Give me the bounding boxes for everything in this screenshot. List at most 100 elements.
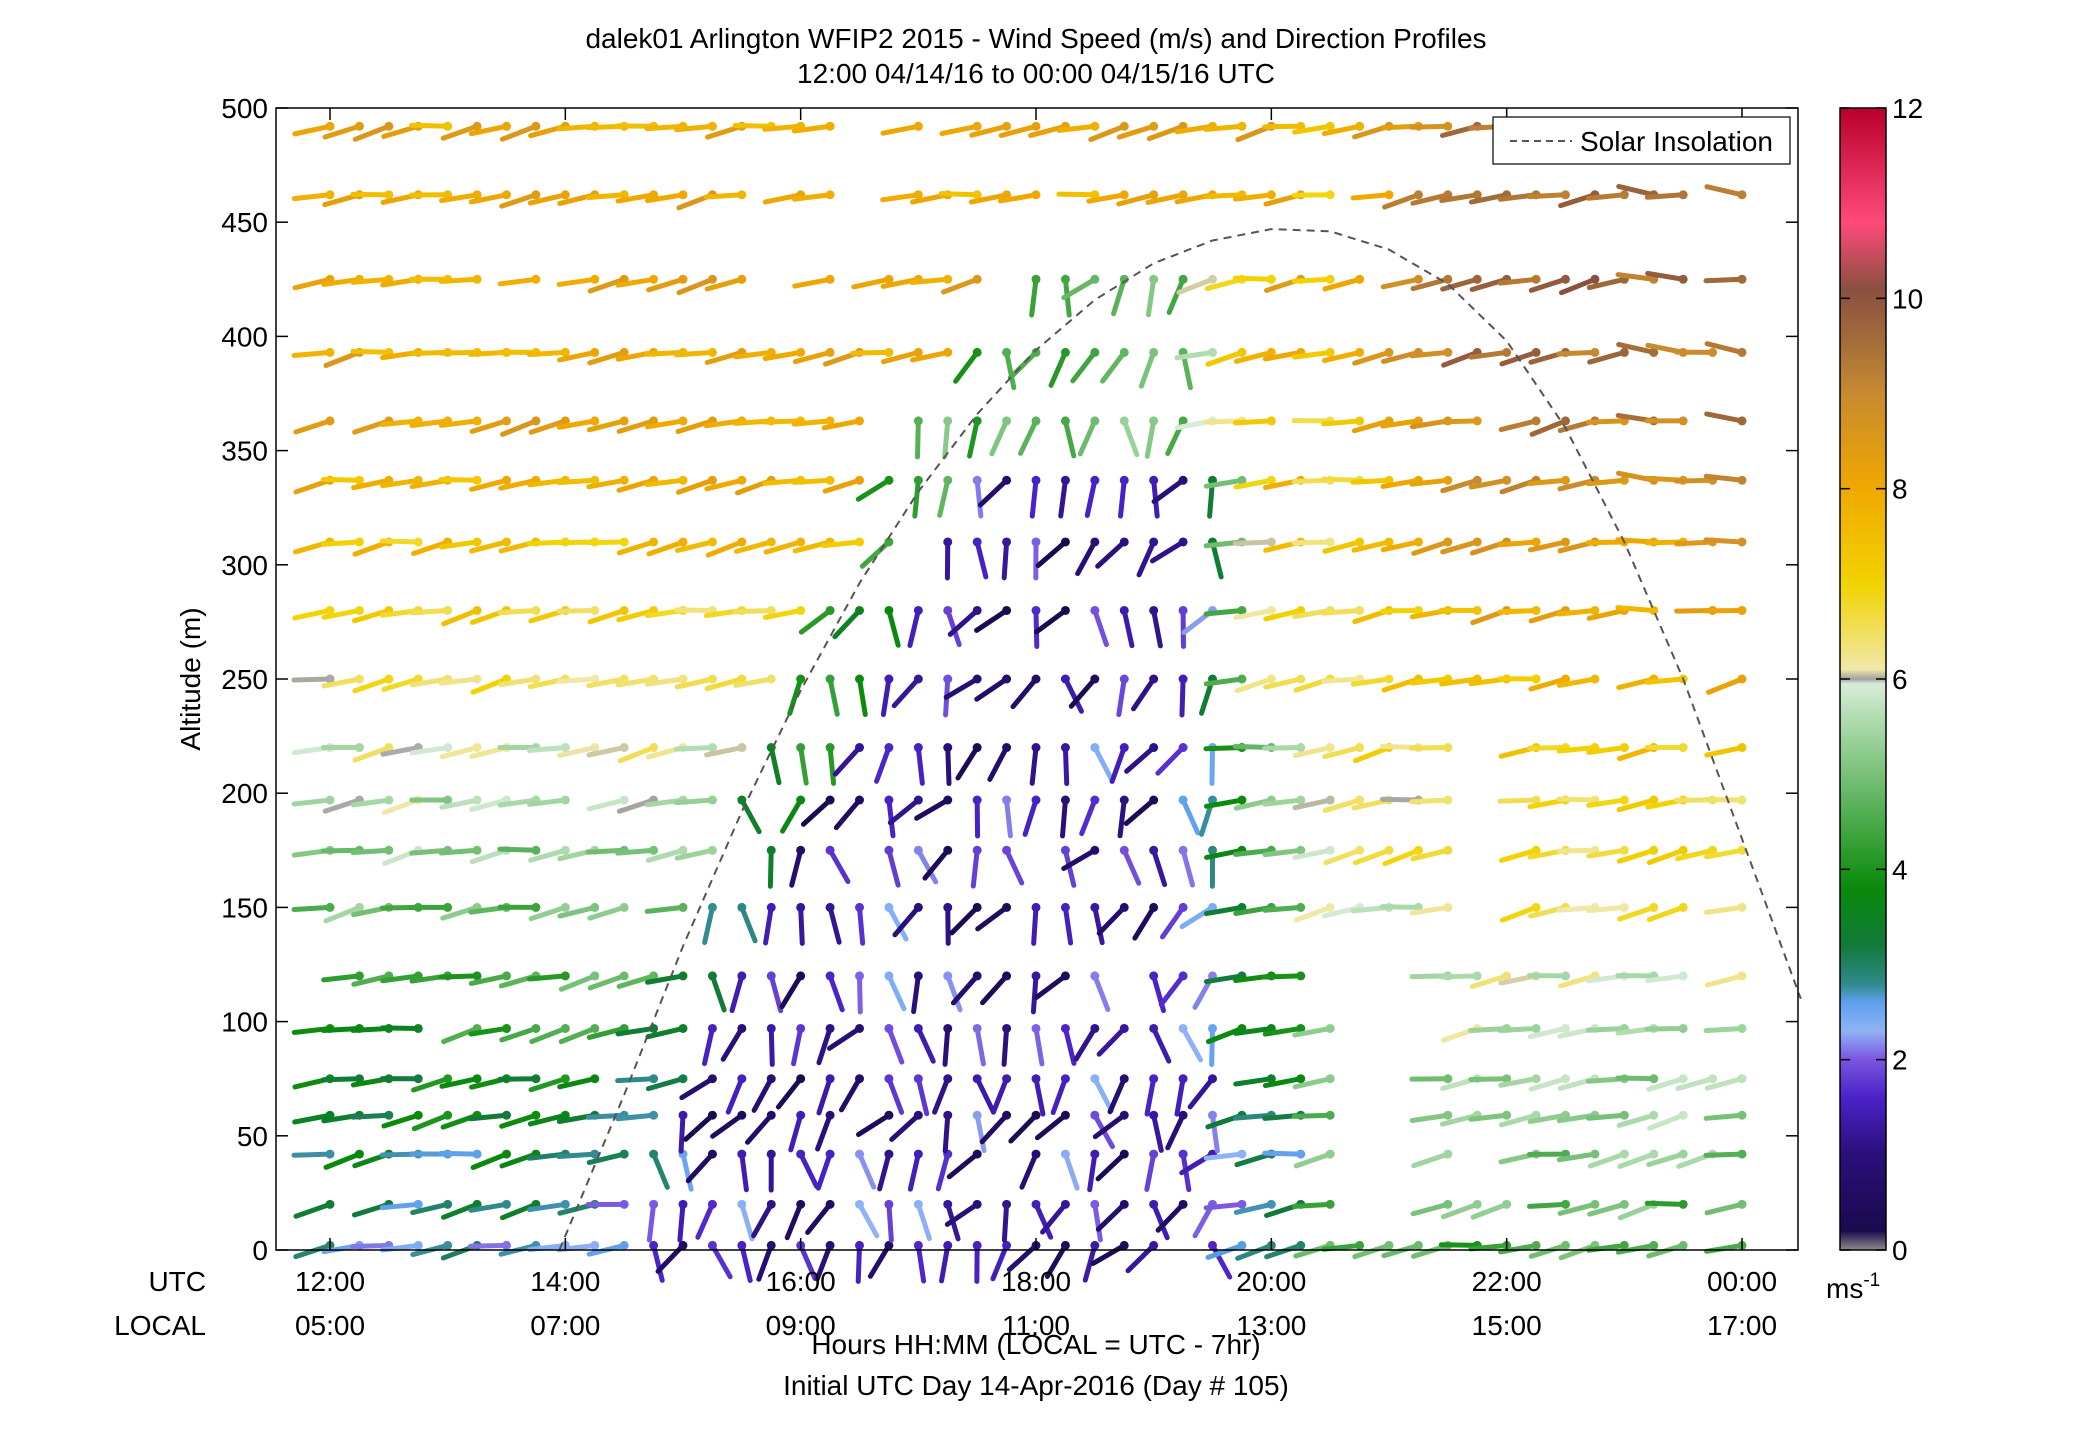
wind-barb-dot [884,476,893,485]
wind-barb-stick [889,976,904,1009]
wind-barb-stick [1206,1204,1242,1208]
wind-barb-dot [1237,122,1246,131]
x-tick-label-local: 05:00 [295,1310,365,1341]
wind-barb-dot [855,1200,864,1209]
wind-barb-dot [973,796,982,805]
wind-barb-dot [943,743,952,752]
wind-barb-stick [1530,480,1566,483]
wind-barb-dot [620,606,629,615]
wind-barb-dot [561,1024,570,1033]
wind-barb-dot [590,1024,599,1033]
wind-barb-dot [355,1150,364,1159]
wind-barb-dot [1296,743,1305,752]
wind-barb-dot [1208,1074,1217,1083]
wind-barb-dot [914,1241,923,1250]
wind-barb-dot [620,743,629,752]
wind-barb-stick [1098,1154,1124,1179]
wind-barb-dot [1443,796,1452,805]
wind-barb-dot [1738,1150,1747,1159]
y-tick-label: 50 [237,1121,268,1152]
wind-barb-stick [1158,748,1183,774]
wind-barb-dot [1090,1150,1099,1159]
wind-barb-dot [473,1150,482,1159]
wind-barb-dot [796,606,805,615]
wind-barb-dot [355,743,364,752]
wind-barb-dot [1090,796,1099,805]
wind-barb-dot [737,476,746,485]
wind-barb-stick [835,610,860,636]
wind-barb-stick [1441,976,1477,977]
wind-barb-stick [1065,421,1073,456]
wind-barb-stick [1135,907,1154,938]
wind-barb-dot [1149,743,1158,752]
wind-barb-dot [1355,846,1364,855]
wind-barb-stick [877,748,889,782]
wind-barb-stick [794,480,830,482]
wind-barb-stick [1080,421,1095,454]
wind-barb-stick [353,850,389,852]
wind-barb-stick [990,748,1007,780]
wind-barb-stick [1324,610,1360,613]
wind-barb-dot [1032,675,1041,684]
wind-barb-stick [993,1079,1006,1113]
wind-barb-stick [294,679,330,680]
wind-barb-dot [943,675,952,684]
wind-barb-dot [679,1074,688,1083]
wind-barb-dot [1237,1241,1246,1250]
wind-barb-dot [1090,537,1099,546]
wind-barb-stick [1707,748,1742,756]
wind-barb-stick [742,1204,752,1239]
wind-barb-stick [801,610,830,632]
wind-barb-stick [676,610,712,611]
wind-barb-stick [1098,542,1125,566]
wind-barb-dot [473,846,482,855]
wind-barb-stick [1382,610,1418,611]
wind-barb-dot [1738,537,1747,546]
wind-barb-dot [1620,1150,1629,1159]
wind-barb-stick [1265,976,1301,977]
wind-barb-dot [1061,1024,1070,1033]
wind-barb-dot [1208,348,1217,357]
y-tick-label: 300 [221,550,268,581]
wind-barb-dot [1738,903,1747,912]
wind-barb-dot [796,846,805,855]
wind-barb-stick [742,907,755,940]
wind-barb-dot [1738,476,1747,485]
wind-barb-dot [1032,903,1041,912]
wind-barb-stick [1353,480,1389,482]
wind-barb-dot [1443,1200,1452,1209]
wind-barb-dot [826,606,835,615]
wind-barb-stick [1183,800,1198,833]
wind-barb-dot [1149,1074,1158,1083]
wind-barb-stick [853,352,889,353]
wind-barb-dot [414,1074,423,1083]
wind-barb-dot [1090,1074,1099,1083]
wind-barb-dot [855,537,864,546]
wind-barb-dot [1090,903,1099,912]
wind-barb-stick [686,1115,713,1139]
wind-barb-dot [708,903,717,912]
wind-barb-dot [767,903,776,912]
wind-barb-stick [677,126,713,129]
y-tick-label: 250 [221,664,268,695]
wind-barb-dot [1355,348,1364,357]
wind-barb-stick [1500,1028,1536,1030]
wind-barb-dot [737,1074,746,1083]
wind-barb-stick [1707,976,1742,985]
wind-barb-dot [1090,606,1099,615]
wind-barb-stick [1324,679,1360,681]
wind-barb-stick [829,1028,859,1048]
wind-barb-dot [737,275,746,284]
wind-barb-stick [1065,907,1070,943]
wind-barb-stick [1133,679,1153,709]
wind-barb-dot [973,606,982,615]
wind-barb-stick [819,1028,830,1062]
wind-barb-dot [767,675,776,684]
wind-barb-dot [973,903,982,912]
wind-barb-dot [531,416,540,425]
wind-barb-dot [884,675,893,684]
wind-barb-dot [1179,1200,1188,1209]
wind-barb-dot [1649,846,1658,855]
wind-barb-dot [826,1074,835,1083]
wind-barb-dot [1620,348,1629,357]
